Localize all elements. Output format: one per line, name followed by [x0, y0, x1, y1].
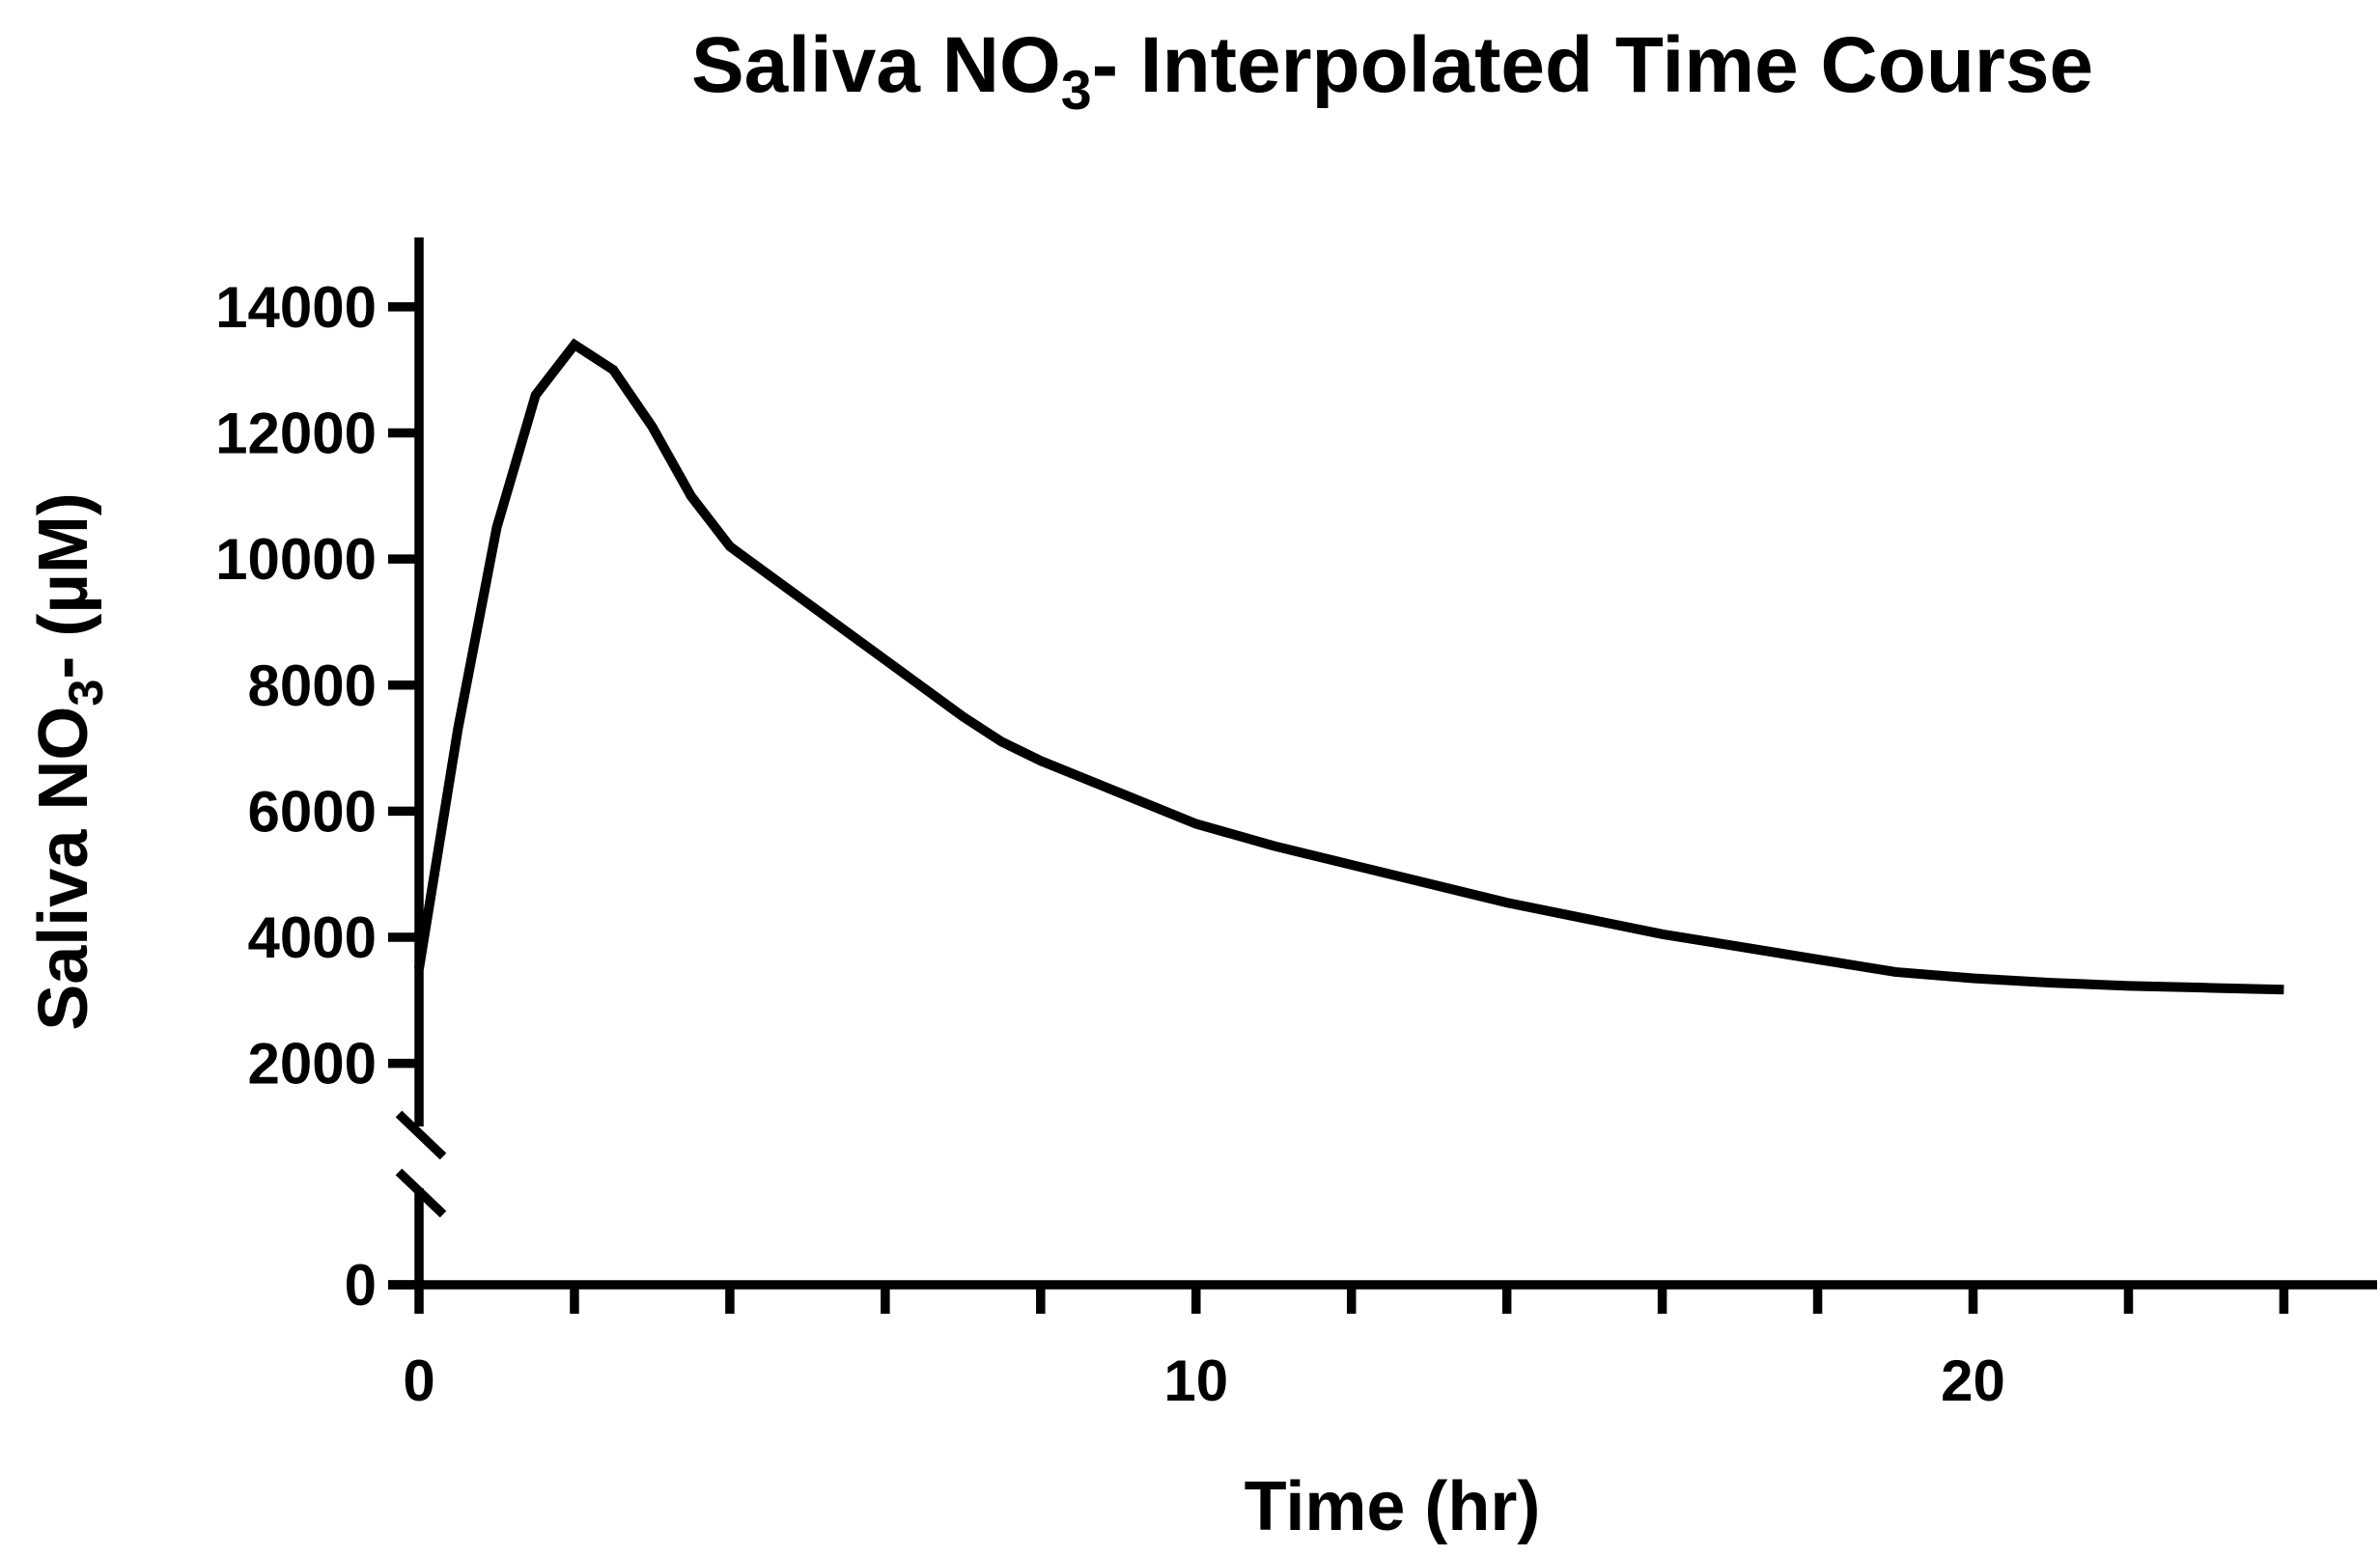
y-tick-label: 14000 — [215, 275, 377, 340]
title-part: Saliva NO — [691, 21, 1061, 109]
y-label-part: - (µM) — [25, 492, 102, 679]
y-tick-label: 6000 — [248, 779, 377, 844]
y-tick-label: 8000 — [248, 653, 377, 718]
y-tick-label: 10000 — [215, 527, 377, 592]
y-axis-label: Saliva NO3- (µM) — [25, 492, 113, 1031]
x-axis-label: Time (hr) — [1245, 1468, 1541, 1545]
y-tick-label: 0 — [345, 1253, 377, 1318]
x-tick-label: 20 — [1941, 1348, 2005, 1413]
x-tick-label: 0 — [403, 1348, 434, 1413]
y-tick-label: 2000 — [248, 1032, 377, 1097]
x-tick-label: 10 — [1163, 1348, 1228, 1413]
chart-title: Saliva NO3- Interpolated Time Course — [691, 21, 2093, 122]
title-part: - Interpolated Time Course — [1092, 21, 2093, 109]
y-label-subscript: 3 — [58, 680, 113, 707]
axis-break-mark — [395, 1110, 447, 1160]
data-line — [414, 338, 2284, 995]
title-subscript: 3 — [1061, 60, 1092, 122]
y-tick-label: 12000 — [215, 401, 377, 465]
y-label-part: Saliva NO — [25, 707, 102, 1031]
y-tick-label: 4000 — [248, 905, 377, 970]
